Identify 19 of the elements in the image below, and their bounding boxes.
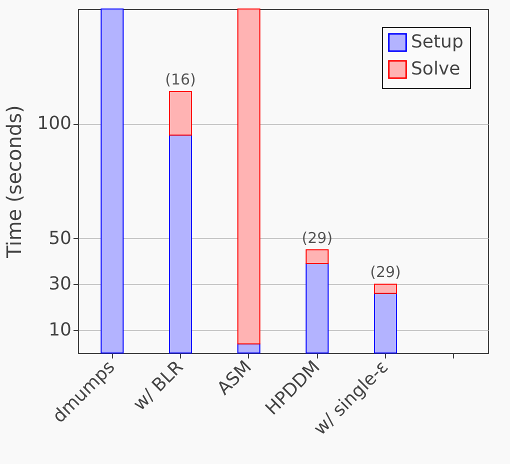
y-tick-label: 10 [48,320,72,341]
y-tick-label: 50 [48,228,72,249]
y-axis-title: Time (seconds) [2,105,26,259]
bar [374,284,397,294]
bar [100,8,124,354]
y-tick-label: 30 [48,274,72,295]
legend-label: Setup [411,32,464,52]
y-tick-label: 100 [37,113,72,134]
bar [374,292,397,354]
bar [306,249,329,264]
legend-label: Solve [411,58,460,80]
x-tick-label: w/ BLR [129,356,188,415]
annotation: (29) [370,263,401,282]
bar [306,263,329,354]
annotation: (16) [165,70,196,89]
bar [169,91,192,136]
bar [169,134,192,354]
annotation: (29) [302,228,333,247]
bar [237,8,260,344]
